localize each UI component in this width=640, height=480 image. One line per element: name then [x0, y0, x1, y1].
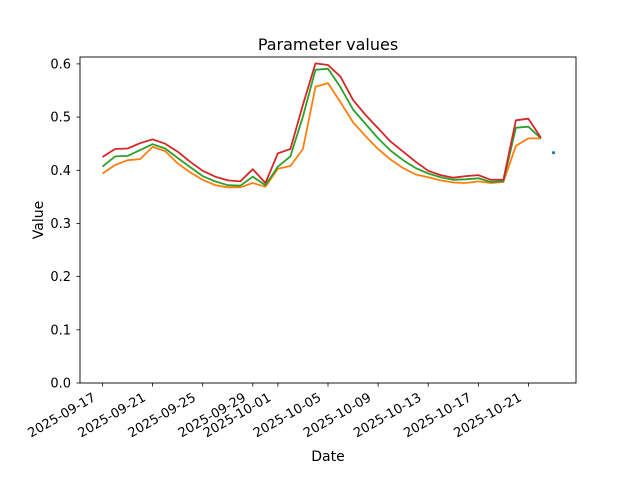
y-tick-label: 0.1: [50, 323, 71, 338]
y-tick-label: 0.4: [50, 164, 71, 179]
y-tick-label: 0.6: [50, 57, 71, 72]
series-green-line: [101, 67, 542, 187]
blue-dot: [551, 151, 556, 155]
chart-title: Parameter values: [258, 35, 398, 54]
y-axis-label: Value: [31, 201, 47, 239]
y-tick-label: 0.0: [50, 377, 71, 392]
y-tick-label: 0.5: [50, 111, 71, 126]
y-tick-label: 0.3: [50, 217, 71, 232]
y-axis: 0.0 0.1 0.2 0.3 0.4 0.5 0.6: [50, 57, 80, 392]
plot-series: [101, 62, 556, 189]
series-red-line: [102, 62, 542, 184]
series-orange-line: [101, 82, 541, 189]
plot-border: [79, 56, 577, 384]
y-tick-label: 0.2: [50, 270, 71, 285]
x-axis-label: Date: [311, 449, 344, 465]
x-axis: 2025-09-172025-09-212025-09-252025-09-29…: [26, 383, 529, 441]
